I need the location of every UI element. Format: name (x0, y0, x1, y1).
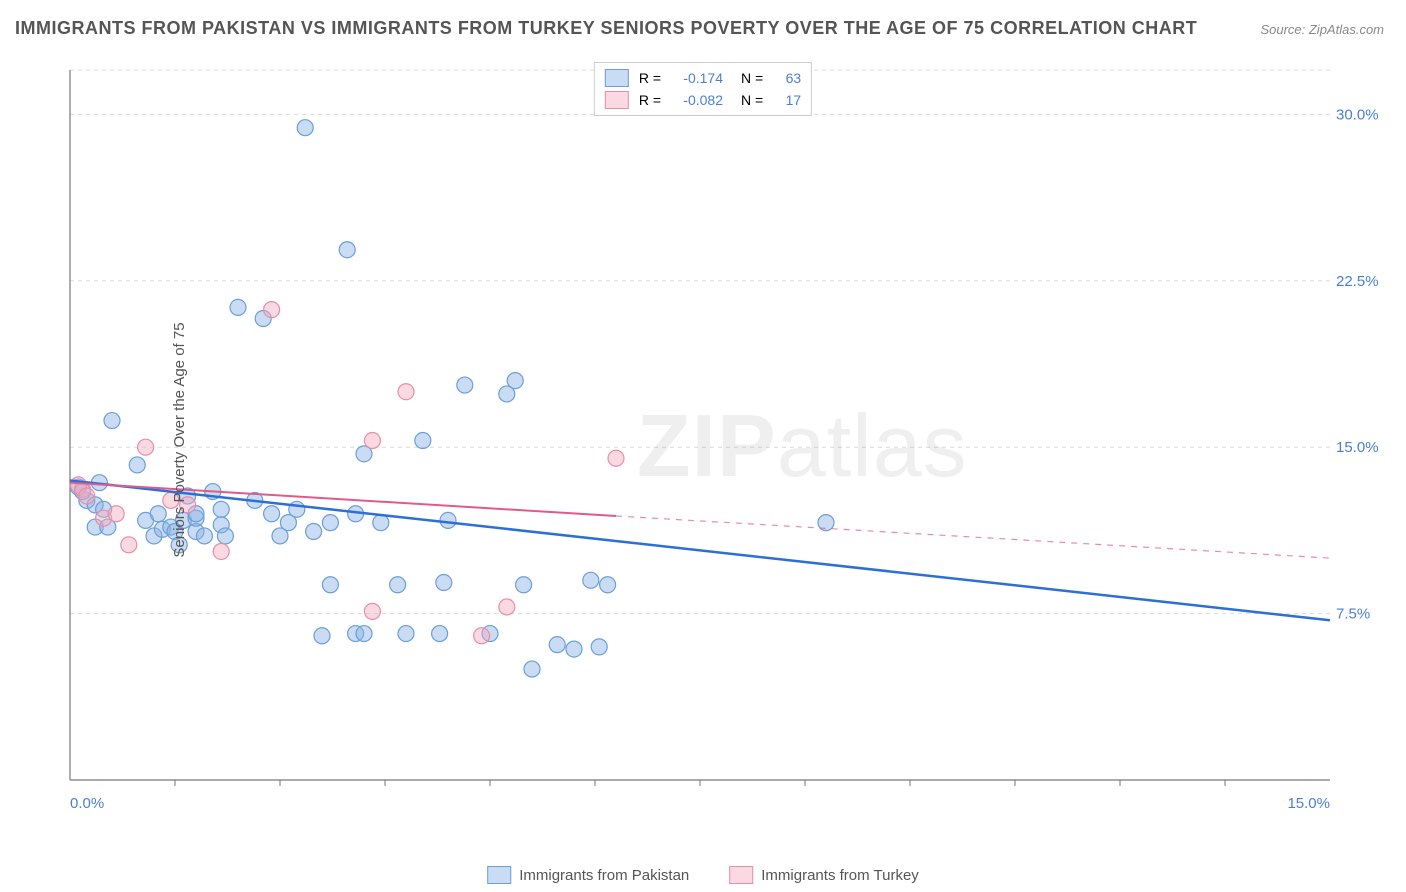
chart-title: IMMIGRANTS FROM PAKISTAN VS IMMIGRANTS F… (15, 18, 1197, 39)
n-value-pakistan: 63 (773, 70, 801, 86)
r-label: R = (639, 92, 661, 108)
swatch-pakistan (605, 69, 629, 87)
svg-text:22.5%: 22.5% (1336, 273, 1379, 290)
legend-row-turkey: R = -0.082 N = 17 (605, 89, 801, 111)
svg-text:7.5%: 7.5% (1336, 606, 1370, 623)
legend-item-pakistan: Immigrants from Pakistan (487, 866, 689, 884)
svg-text:15.0%: 15.0% (1287, 795, 1330, 812)
legend-label-pakistan: Immigrants from Pakistan (519, 867, 689, 884)
scatter-chart: 7.5% 15.0% 22.5% 30.0% 0.0% 15.0% (50, 60, 1390, 820)
svg-text:15.0%: 15.0% (1336, 439, 1379, 456)
correlation-legend: R = -0.174 N = 63 R = -0.082 N = 17 (594, 62, 812, 116)
y-axis-label: Seniors Poverty Over the Age of 75 (171, 322, 188, 557)
series-legend: Immigrants from Pakistan Immigrants from… (487, 866, 919, 884)
legend-item-turkey: Immigrants from Turkey (729, 866, 919, 884)
legend-row-pakistan: R = -0.174 N = 63 (605, 67, 801, 89)
swatch-turkey-icon (729, 866, 753, 884)
svg-text:30.0%: 30.0% (1336, 106, 1379, 123)
svg-text:0.0%: 0.0% (70, 795, 104, 812)
n-label: N = (741, 70, 763, 86)
r-value-pakistan: -0.174 (671, 70, 723, 86)
swatch-turkey (605, 91, 629, 109)
n-value-turkey: 17 (773, 92, 801, 108)
chart-area: Seniors Poverty Over the Age of 75 7.5% 1… (50, 60, 1390, 820)
source-attribution: Source: ZipAtlas.com (1260, 22, 1384, 37)
legend-label-turkey: Immigrants from Turkey (761, 867, 919, 884)
swatch-pakistan-icon (487, 866, 511, 884)
n-label: N = (741, 92, 763, 108)
r-label: R = (639, 70, 661, 86)
r-value-turkey: -0.082 (671, 92, 723, 108)
